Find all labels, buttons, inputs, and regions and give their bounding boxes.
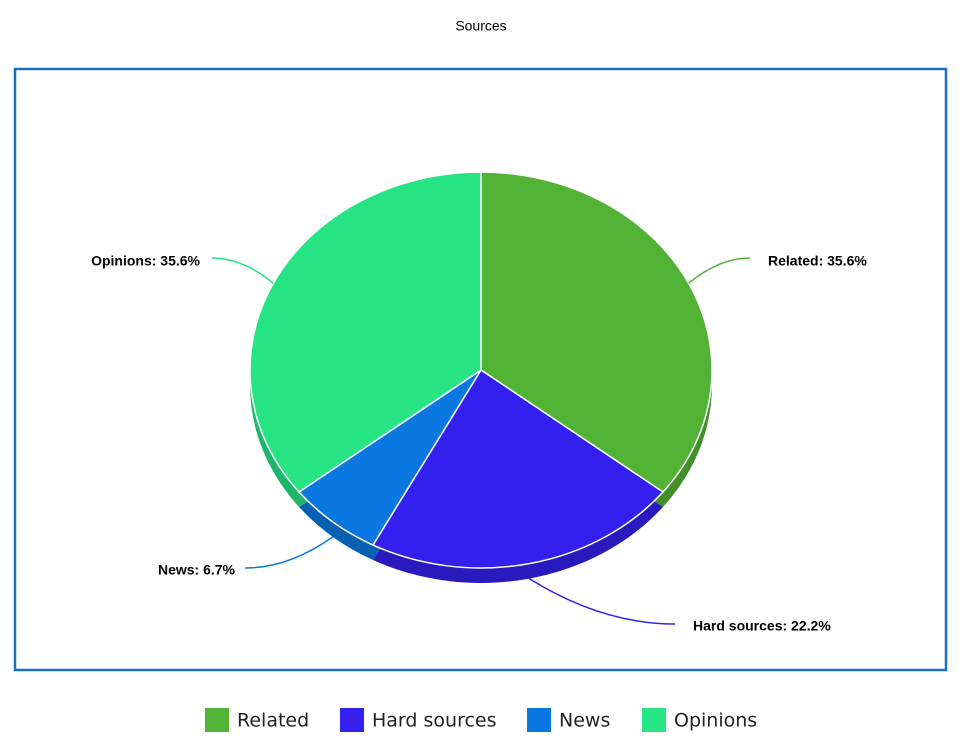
slice xyxy=(249,171,482,493)
legend-label: News xyxy=(559,710,610,732)
legend-label: Opinions xyxy=(674,710,757,732)
slice xyxy=(480,171,713,493)
legend-label: Hard sources xyxy=(372,710,497,732)
legend-swatch xyxy=(340,708,364,732)
data-label: Related: 35.6% xyxy=(768,253,867,269)
legend-label: Related xyxy=(237,710,309,732)
data-label: Hard sources: 22.2% xyxy=(693,618,831,634)
leader-line xyxy=(211,257,274,284)
leader-line xyxy=(528,578,676,625)
plot-frame xyxy=(13,67,948,672)
data-label: News: 6.7% xyxy=(158,562,236,578)
data-label: Opinions: 35.6% xyxy=(91,253,200,269)
slice xyxy=(371,368,665,569)
legend-swatch xyxy=(642,708,666,732)
leader-line xyxy=(688,257,751,284)
legend-swatch xyxy=(527,708,551,732)
legend-swatch xyxy=(205,708,229,732)
chart-title: Sources xyxy=(455,18,506,34)
leader-line xyxy=(244,536,334,569)
